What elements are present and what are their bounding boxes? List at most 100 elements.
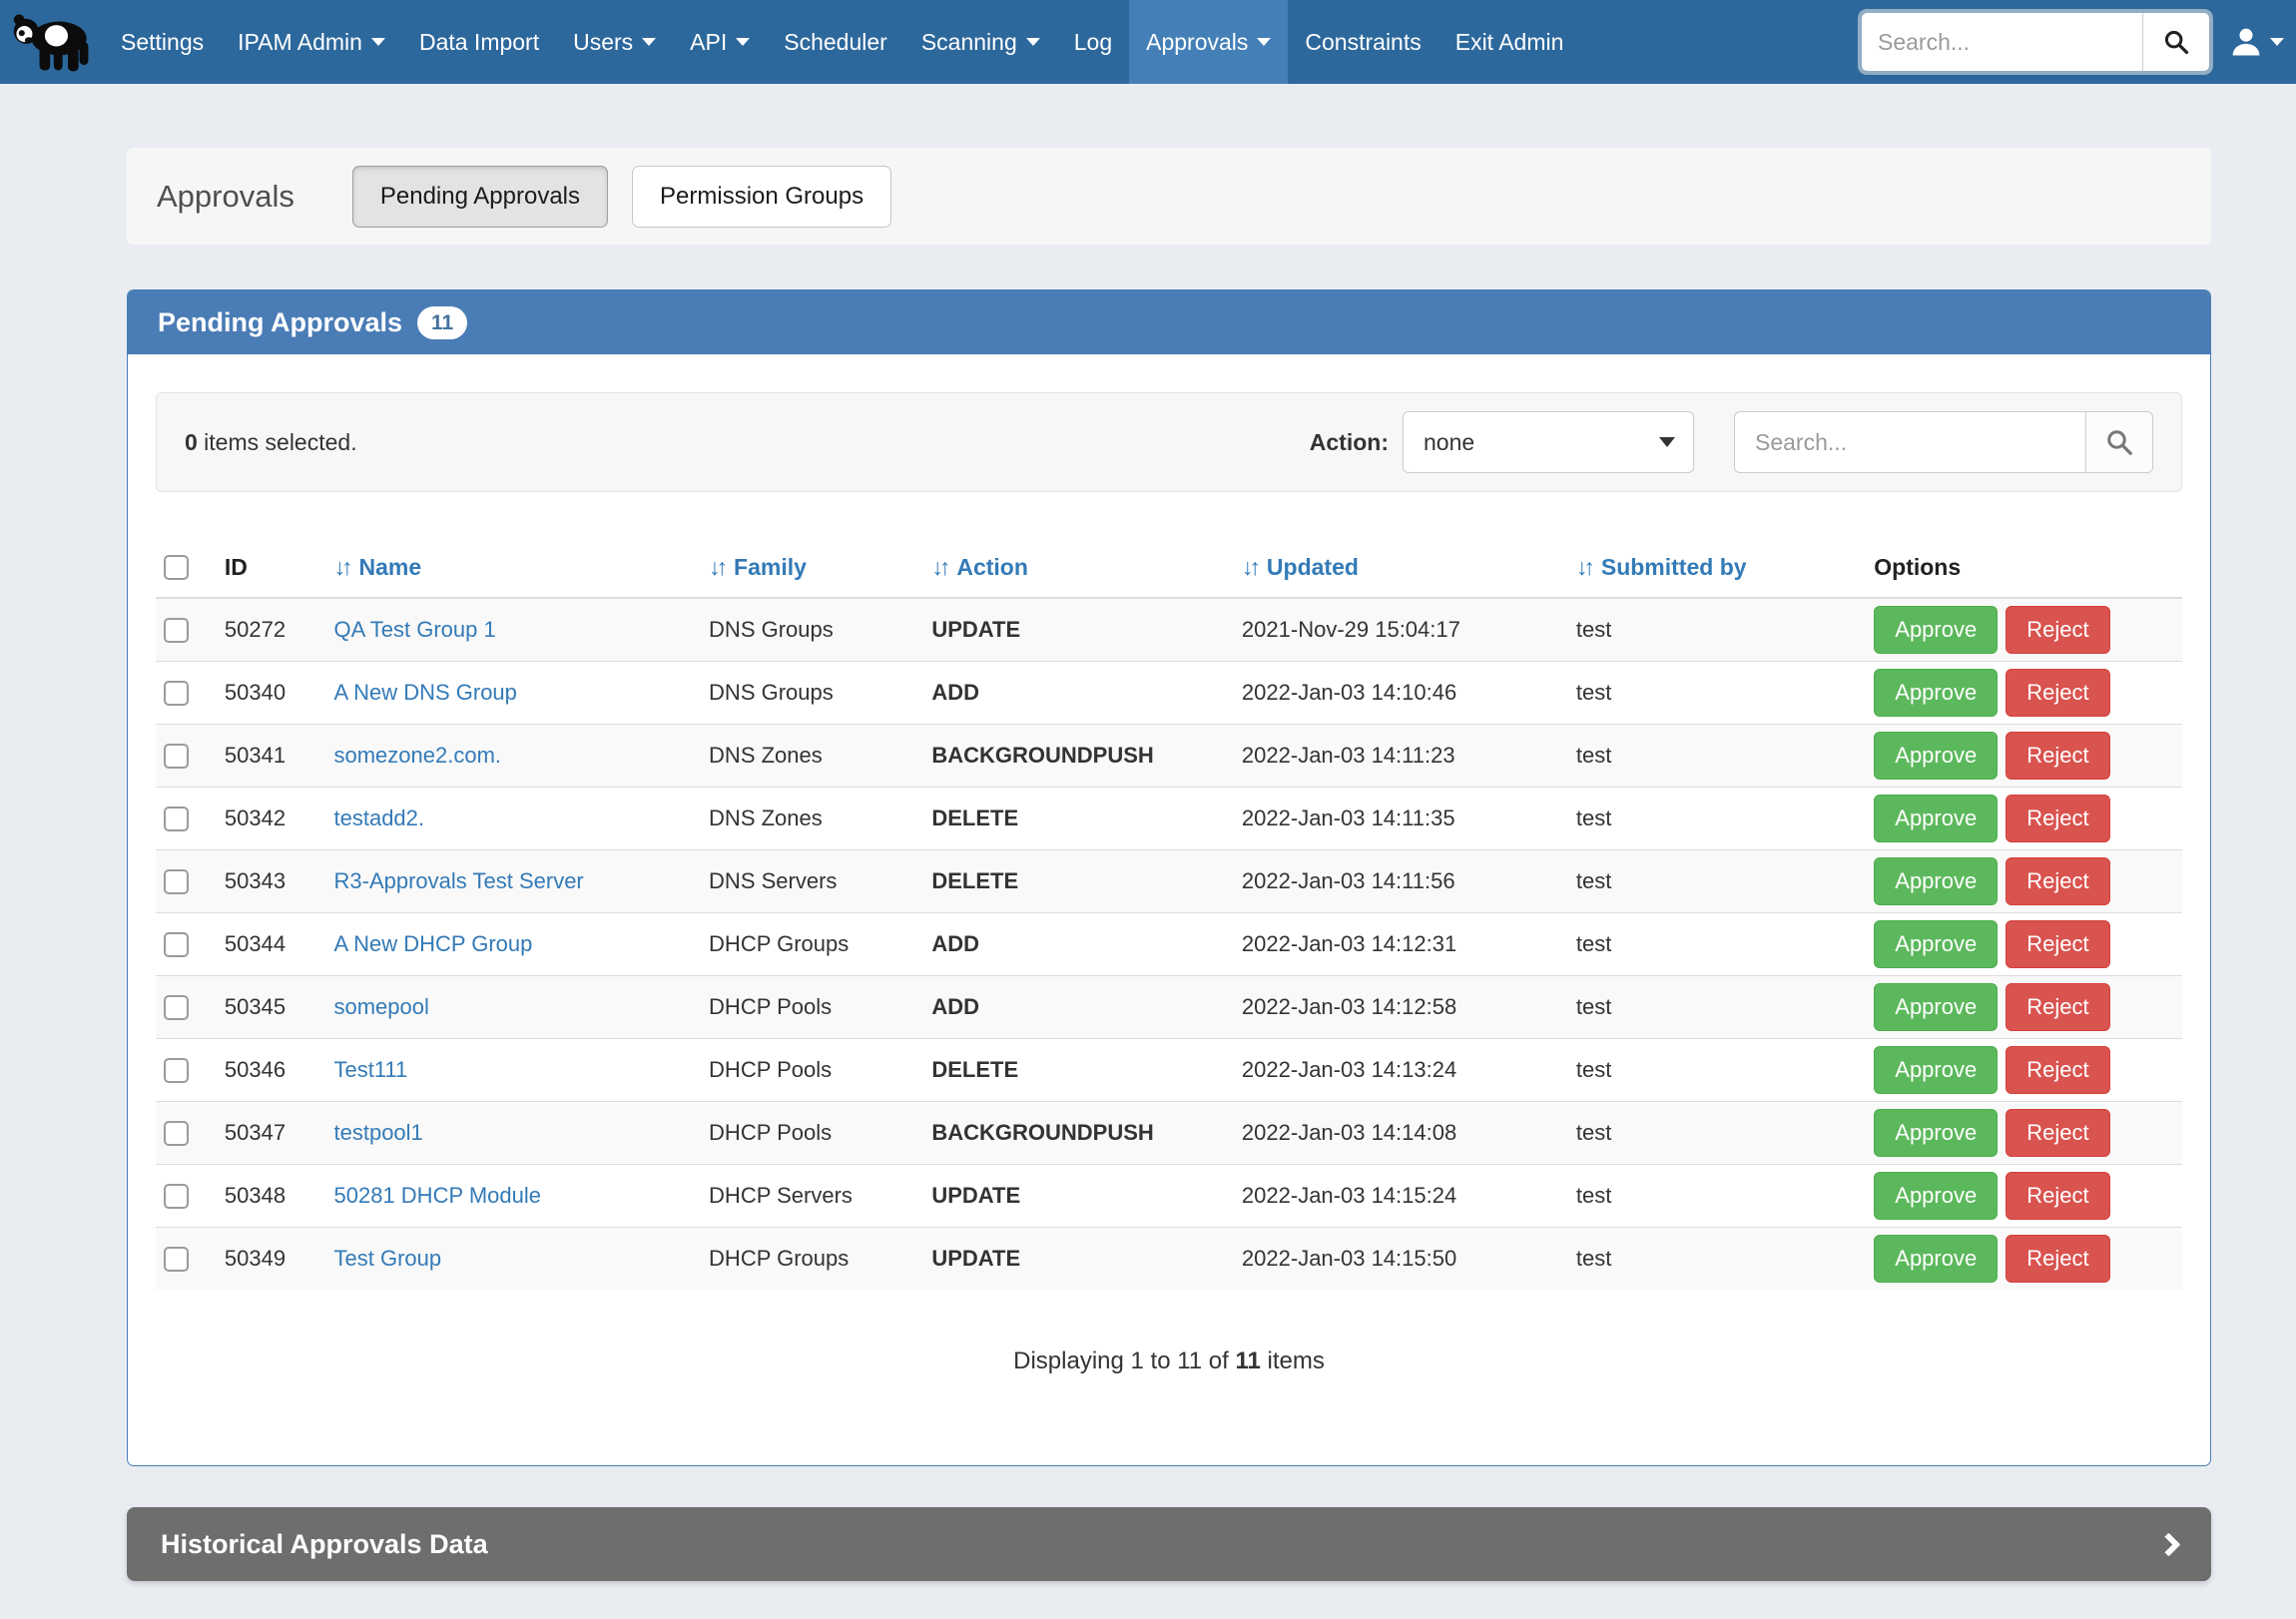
row-checkbox[interactable] <box>164 995 189 1020</box>
cell-updated: 2022-Jan-03 14:15:24 <box>1234 1165 1568 1228</box>
navbar-search-input[interactable] <box>1862 13 2143 71</box>
approve-button[interactable]: Approve <box>1874 1172 1998 1220</box>
cell-updated: 2022-Jan-03 14:11:35 <box>1234 788 1568 850</box>
column-header-submitted-by[interactable]: ↓↑Submitted by <box>1568 540 1866 598</box>
table-row: 50272 QA Test Group 1 DNS Groups UPDATE … <box>156 598 2182 662</box>
cell-family: DNS Groups <box>701 662 923 725</box>
reject-button[interactable]: Reject <box>2006 606 2109 654</box>
approve-button[interactable]: Approve <box>1874 795 1998 842</box>
nav-item-approvals[interactable]: Approvals <box>1129 0 1288 84</box>
row-name-link[interactable]: somepool <box>334 994 429 1019</box>
row-checkbox[interactable] <box>164 1184 189 1209</box>
approve-button[interactable]: Approve <box>1874 606 1998 654</box>
reject-button[interactable]: Reject <box>2006 1172 2109 1220</box>
approve-button[interactable]: Approve <box>1874 669 1998 717</box>
historical-title: Historical Approvals Data <box>161 1529 488 1560</box>
reject-button[interactable]: Reject <box>2006 732 2109 780</box>
row-checkbox[interactable] <box>164 1058 189 1083</box>
cell-updated: 2022-Jan-03 14:14:08 <box>1234 1102 1568 1165</box>
cell-submitted-by: test <box>1568 725 1866 788</box>
row-checkbox[interactable] <box>164 932 189 957</box>
row-checkbox[interactable] <box>164 1247 189 1272</box>
row-name-link[interactable]: R3-Approvals Test Server <box>334 868 584 893</box>
table-search-input[interactable] <box>1734 411 2085 473</box>
tab-permission-groups[interactable]: Permission Groups <box>632 166 891 228</box>
column-header-updated[interactable]: ↓↑Updated <box>1234 540 1568 598</box>
sort-icon: ↓↑ <box>1242 554 1257 580</box>
pending-approvals-table: ID ↓↑Name ↓↑Family ↓↑Action ↓↑Updated ↓↑… <box>156 540 2182 1290</box>
nav-item-scheduler[interactable]: Scheduler <box>767 0 904 84</box>
approve-button[interactable]: Approve <box>1874 983 1998 1031</box>
reject-button[interactable]: Reject <box>2006 1109 2109 1157</box>
row-checkbox[interactable] <box>164 618 189 643</box>
table-row: 50348 50281 DHCP Module DHCP Servers UPD… <box>156 1165 2182 1228</box>
caret-down-icon <box>736 38 750 46</box>
cell-submitted-by: test <box>1568 913 1866 976</box>
reject-button[interactable]: Reject <box>2006 920 2109 968</box>
row-name-link[interactable]: testpool1 <box>334 1120 423 1145</box>
row-name-link[interactable]: A New DHCP Group <box>334 931 533 956</box>
caret-down-icon <box>2270 38 2284 46</box>
action-select[interactable]: none <box>1403 411 1694 473</box>
nav-item-log[interactable]: Log <box>1057 0 1129 84</box>
user-menu[interactable] <box>2229 25 2284 59</box>
select-all-checkbox[interactable] <box>164 555 189 580</box>
nav-item-users[interactable]: Users <box>556 0 673 84</box>
reject-button[interactable]: Reject <box>2006 795 2109 842</box>
cell-action: BACKGROUNDPUSH <box>923 1102 1234 1165</box>
selected-items-status: 0 items selected. <box>185 429 357 456</box>
table-search-button[interactable] <box>2085 411 2153 473</box>
cell-submitted-by: test <box>1568 598 1866 662</box>
reject-button[interactable]: Reject <box>2006 1046 2109 1094</box>
reject-button[interactable]: Reject <box>2006 1235 2109 1283</box>
navbar-search-button[interactable] <box>2143 13 2209 71</box>
column-header-family[interactable]: ↓↑Family <box>701 540 923 598</box>
cell-id: 50341 <box>217 725 326 788</box>
cell-submitted-by: test <box>1568 1102 1866 1165</box>
approve-button[interactable]: Approve <box>1874 732 1998 780</box>
reject-button[interactable]: Reject <box>2006 983 2109 1031</box>
row-checkbox[interactable] <box>164 807 189 831</box>
table-row: 50342 testadd2. DNS Zones DELETE 2022-Ja… <box>156 788 2182 850</box>
nav-item-ipam-admin[interactable]: IPAM Admin <box>221 0 402 84</box>
cell-action: ADD <box>923 913 1234 976</box>
row-name-link[interactable]: Test Group <box>334 1246 442 1271</box>
row-name-link[interactable]: somezone2.com. <box>334 743 502 768</box>
nav-item-settings[interactable]: Settings <box>104 0 221 84</box>
caret-down-icon <box>1659 437 1675 447</box>
nav-item-constraints[interactable]: Constraints <box>1288 0 1437 84</box>
approve-button[interactable]: Approve <box>1874 1046 1998 1094</box>
reject-button[interactable]: Reject <box>2006 857 2109 905</box>
nav-item-scanning[interactable]: Scanning <box>904 0 1057 84</box>
cell-family: DNS Zones <box>701 788 923 850</box>
reject-button[interactable]: Reject <box>2006 669 2109 717</box>
row-checkbox[interactable] <box>164 869 189 894</box>
row-name-link[interactable]: A New DNS Group <box>334 680 517 705</box>
row-name-link[interactable]: QA Test Group 1 <box>334 617 496 642</box>
nav-item-api[interactable]: API <box>673 0 767 84</box>
column-header-name[interactable]: ↓↑Name <box>326 540 702 598</box>
column-header-action[interactable]: ↓↑Action <box>923 540 1234 598</box>
approve-button[interactable]: Approve <box>1874 857 1998 905</box>
app-logo[interactable] <box>0 0 104 84</box>
tab-pending-approvals[interactable]: Pending Approvals <box>352 166 608 228</box>
row-name-link[interactable]: Test111 <box>334 1057 408 1082</box>
row-checkbox[interactable] <box>164 744 189 769</box>
approve-button[interactable]: Approve <box>1874 1109 1998 1157</box>
column-header-options: Options <box>1866 540 2182 598</box>
cell-submitted-by: test <box>1568 1165 1866 1228</box>
row-name-link[interactable]: testadd2. <box>334 806 425 830</box>
row-name-link[interactable]: 50281 DHCP Module <box>334 1183 542 1208</box>
caret-down-icon <box>1257 38 1271 46</box>
nav-item-data-import[interactable]: Data Import <box>402 0 556 84</box>
approve-button[interactable]: Approve <box>1874 1235 1998 1283</box>
row-checkbox[interactable] <box>164 681 189 706</box>
row-checkbox[interactable] <box>164 1121 189 1146</box>
historical-approvals-bar[interactable]: Historical Approvals Data <box>127 1507 2211 1581</box>
table-row: 50349 Test Group DHCP Groups UPDATE 2022… <box>156 1228 2182 1291</box>
cell-id: 50272 <box>217 598 326 662</box>
nav-item-exit-admin[interactable]: Exit Admin <box>1438 0 1581 84</box>
top-navbar: Settings IPAM Admin Data Import Users AP… <box>0 0 2296 84</box>
approve-button[interactable]: Approve <box>1874 920 1998 968</box>
cell-submitted-by: test <box>1568 788 1866 850</box>
